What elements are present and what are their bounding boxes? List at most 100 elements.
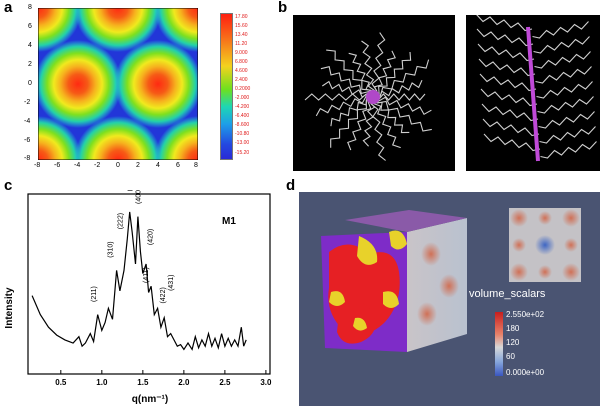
panel-a-colorbar xyxy=(220,13,233,160)
d-scalar-tick: 180 xyxy=(506,324,520,333)
molecule-arm xyxy=(538,111,595,129)
a-xtick: 6 xyxy=(176,162,180,169)
a-ytick: 2 xyxy=(28,61,32,68)
molecule-arm xyxy=(482,118,540,137)
panel-a-label: a xyxy=(4,0,13,16)
c-xtick-label: 3.0 xyxy=(260,378,272,387)
molecule-arm xyxy=(539,126,596,144)
molecule-arm xyxy=(534,51,591,69)
molecule-arm xyxy=(476,28,534,47)
molecule-arm xyxy=(372,79,423,100)
cb-label: -13.00 xyxy=(235,140,250,146)
c-peak-label: (400) xyxy=(135,190,142,204)
cb-label: 6.800 xyxy=(235,59,248,65)
panel-d-render: volume_scalars 2.550e+02 180 120 60 0.00… xyxy=(299,192,600,406)
molecule-arm xyxy=(371,32,386,98)
molecule-arm xyxy=(481,103,539,122)
cb-label: 2.400 xyxy=(235,77,248,83)
a-xtick: -6 xyxy=(54,162,61,169)
a-ytick: 6 xyxy=(28,23,32,30)
d-scalar-tick: 120 xyxy=(506,338,520,347)
a-ytick: 4 xyxy=(28,42,32,49)
cb-label: 11.20 xyxy=(235,41,248,47)
a-xtick: 8 xyxy=(194,162,198,169)
c-xtick-label: 2.0 xyxy=(178,378,190,387)
molecule-arm xyxy=(532,21,589,39)
cb-label: -10.80 xyxy=(235,131,250,137)
c-peak-label: (411) xyxy=(143,267,150,283)
molecule-arm xyxy=(361,40,376,98)
c-peak-label: (211) xyxy=(91,286,98,302)
panel-a-contour xyxy=(38,8,198,160)
molecule-arm xyxy=(372,51,412,98)
molecule-arm xyxy=(347,96,374,151)
c-peak-label: (420) xyxy=(148,229,155,245)
d-scalar-tick: 60 xyxy=(506,352,515,361)
a-xtick: 2 xyxy=(136,162,140,169)
panel-b-label: b xyxy=(278,0,288,16)
molecule-arm xyxy=(479,73,537,92)
molecule-arm xyxy=(536,81,593,99)
molecule-arm xyxy=(370,96,386,161)
cb-label: 9.000 xyxy=(235,50,248,56)
molecule-arm xyxy=(533,36,590,54)
a-ytick: -8 xyxy=(24,155,31,162)
c-peak-label: (222) xyxy=(117,213,124,229)
cb-label: 4.600 xyxy=(235,68,248,74)
c-xticks: 0.5 1.0 1.5 2.0 2.5 3.0 xyxy=(55,370,272,387)
d-scalar-tick: 0.000e+00 xyxy=(506,368,545,377)
c-xtick-label: 0.5 xyxy=(55,378,67,387)
c-peak-label: (422) xyxy=(160,287,167,303)
molecule-arm xyxy=(537,96,594,114)
c-xtick-label: 1.5 xyxy=(137,378,149,387)
a-xtick: -8 xyxy=(34,162,41,169)
molecule-arm xyxy=(372,96,401,149)
a-ytick: 0 xyxy=(28,80,32,87)
c-peak-label: (431) xyxy=(168,275,175,291)
cb-label: 13.40 xyxy=(235,32,248,38)
panel-c-chart: M1 Intensity q(nm⁻¹) 0.5 1.0 1.5 2.0 2.5 3.0 … xyxy=(4,190,272,405)
panel-d-label: d xyxy=(286,177,296,194)
cb-label: 17.80 xyxy=(235,14,248,20)
contour-blobs xyxy=(38,8,198,160)
molecule-arm xyxy=(478,58,536,77)
c-ylabel: Intensity xyxy=(4,287,15,329)
molecule-arm xyxy=(475,13,533,32)
molecule-arm xyxy=(477,43,535,62)
molecule-arm xyxy=(480,88,538,107)
c-sample-label: M1 xyxy=(222,216,236,227)
c-peak-label: (310) xyxy=(107,241,114,257)
molecule-arm xyxy=(348,52,375,98)
panel-b-right-image xyxy=(466,13,600,171)
c-xrd-line xyxy=(31,211,247,351)
c-peak-label: (321) xyxy=(127,190,134,191)
molecule-arm xyxy=(483,133,541,152)
panel-c-label: c xyxy=(4,177,13,194)
a-xtick: -4 xyxy=(74,162,81,169)
cb-label: -6.400 xyxy=(235,113,250,119)
molecule-arm xyxy=(326,49,374,98)
a-xtick: 4 xyxy=(156,162,160,169)
cb-label: -2.000 xyxy=(235,95,250,101)
a-ytick: -2 xyxy=(24,99,31,106)
molecule-arm xyxy=(535,66,592,84)
molecule-arm xyxy=(321,80,374,98)
c-xtick-label: 1.0 xyxy=(96,378,108,387)
cb-label: 0.2000 xyxy=(235,86,251,92)
a-ytick: -6 xyxy=(24,137,31,144)
cb-label: 15.60 xyxy=(235,23,248,29)
a-xtick: -2 xyxy=(94,162,101,169)
molecule-arm xyxy=(372,96,432,116)
d-volume-render xyxy=(321,208,581,352)
molecule-arm xyxy=(540,141,597,159)
molecule-arm xyxy=(372,93,426,101)
molecule-arm xyxy=(372,96,432,132)
panel-b-left-image xyxy=(293,15,455,171)
molecule-arm xyxy=(372,59,430,98)
molecule-arm xyxy=(362,96,376,147)
molecule-arm xyxy=(330,96,374,148)
cb-label: -15.20 xyxy=(235,150,250,156)
cb-label: -4.200 xyxy=(235,104,250,110)
d-scalar-tick: 2.550e+02 xyxy=(506,310,545,319)
d-scalar-colorbar xyxy=(495,312,503,376)
